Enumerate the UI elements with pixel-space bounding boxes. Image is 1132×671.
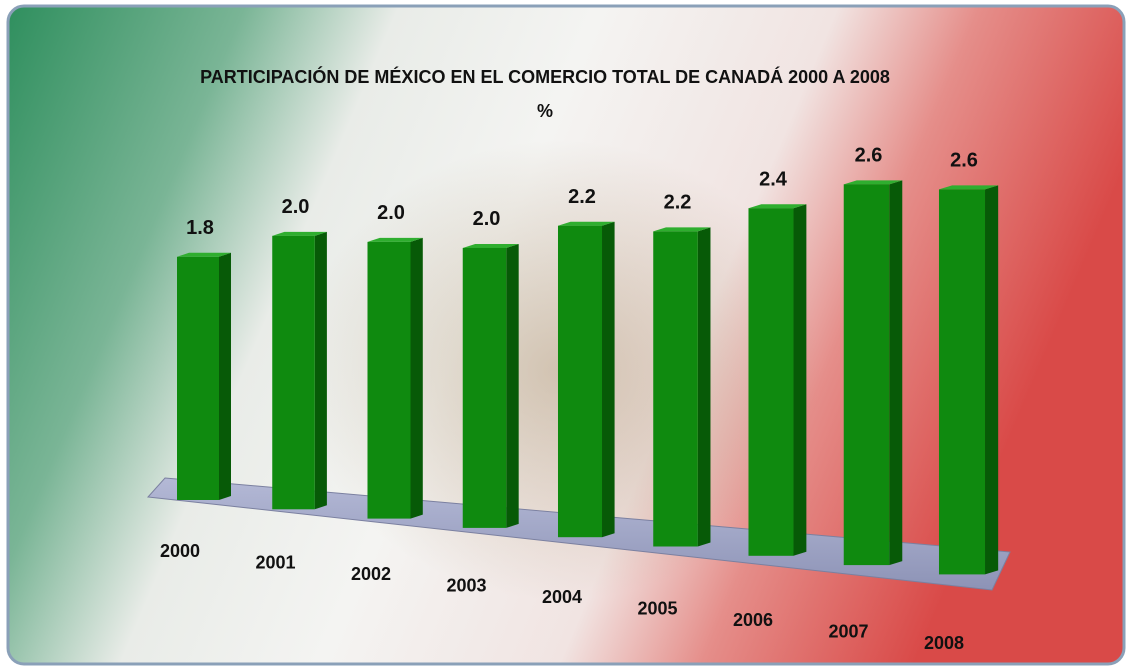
bar — [844, 184, 890, 565]
x-tick-label: 2003 — [446, 575, 486, 595]
value-label: 2.0 — [282, 196, 310, 218]
x-tick-label: 2006 — [733, 610, 773, 630]
bar — [653, 231, 698, 546]
value-label: 2.4 — [759, 168, 788, 190]
bar-side — [411, 238, 423, 519]
bar — [939, 189, 985, 574]
chart-subtitle: % — [537, 101, 553, 121]
bar-side — [602, 222, 615, 538]
bar — [272, 236, 315, 509]
bar — [367, 242, 410, 519]
value-label: 2.6 — [950, 150, 978, 172]
bar — [177, 257, 219, 500]
bar-side — [794, 204, 807, 556]
bar-side — [985, 185, 998, 574]
bar-side — [219, 253, 231, 500]
value-label: 2.2 — [664, 192, 692, 214]
x-tick-label: 2001 — [255, 552, 295, 572]
value-label: 2.0 — [473, 208, 501, 230]
chart-title: PARTICIPACIÓN DE MÉXICO EN EL COMERCIO T… — [200, 66, 890, 87]
bar — [558, 226, 602, 538]
value-label: 2.2 — [568, 186, 596, 208]
value-label: 2.0 — [377, 202, 405, 224]
x-tick-label: 2004 — [542, 587, 582, 607]
bar-side — [315, 232, 327, 509]
bar — [463, 248, 507, 528]
x-tick-label: 2002 — [351, 564, 391, 584]
bar-side — [506, 244, 518, 528]
x-tick-label: 2005 — [637, 598, 677, 618]
chart: PARTICIPACIÓN DE MÉXICO EN EL COMERCIO T… — [0, 0, 1132, 671]
bar-side — [889, 180, 902, 565]
x-tick-label: 2008 — [924, 633, 964, 653]
bar — [748, 208, 793, 556]
x-tick-label: 2000 — [160, 541, 200, 561]
value-label: 2.6 — [855, 145, 883, 167]
x-tick-label: 2007 — [828, 621, 868, 641]
value-label: 1.8 — [186, 217, 214, 239]
bar-side — [698, 227, 711, 546]
